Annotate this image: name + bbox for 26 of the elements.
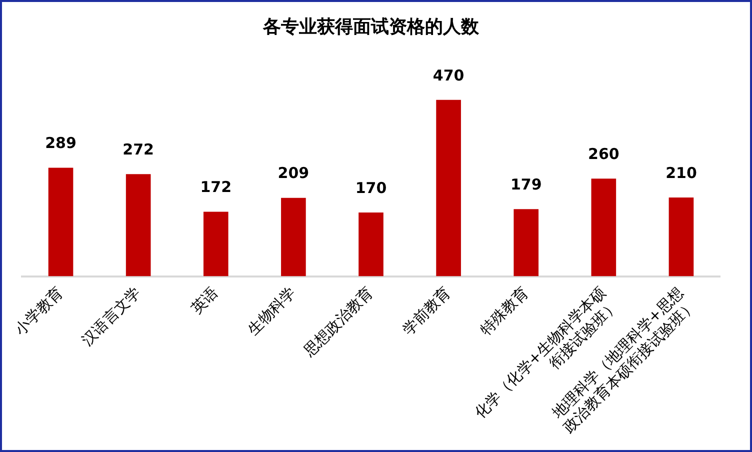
chart-title: 各专业获得面试资格的人数 [262, 16, 480, 38]
data-label: 289 [45, 134, 76, 152]
bar [203, 212, 228, 276]
data-label: 260 [588, 145, 620, 164]
data-label: 172 [200, 178, 232, 196]
x-tick-label: 思想政治教育 [300, 283, 377, 361]
bar [126, 174, 151, 276]
bar [668, 197, 694, 276]
x-tick-label: 生物科学 [244, 283, 300, 339]
x-tick-label: 特殊教育 [476, 283, 532, 339]
data-label: 209 [278, 164, 310, 182]
bar [358, 212, 384, 276]
data-label: 170 [355, 178, 387, 197]
data-label: 210 [666, 164, 697, 182]
x-tick-label: 小学教育 [11, 283, 66, 339]
bar [436, 100, 461, 276]
bar [514, 209, 539, 276]
x-tick-label: 英语 [188, 283, 222, 318]
x-tick-label: 汉语言文学 [78, 283, 144, 350]
bar [591, 178, 616, 276]
bar [281, 198, 306, 276]
x-tick-label: 学前教育 [398, 283, 454, 339]
bar [48, 168, 74, 276]
data-label: 272 [122, 140, 154, 159]
data-label: 179 [510, 175, 542, 194]
data-label: 470 [432, 66, 464, 84]
